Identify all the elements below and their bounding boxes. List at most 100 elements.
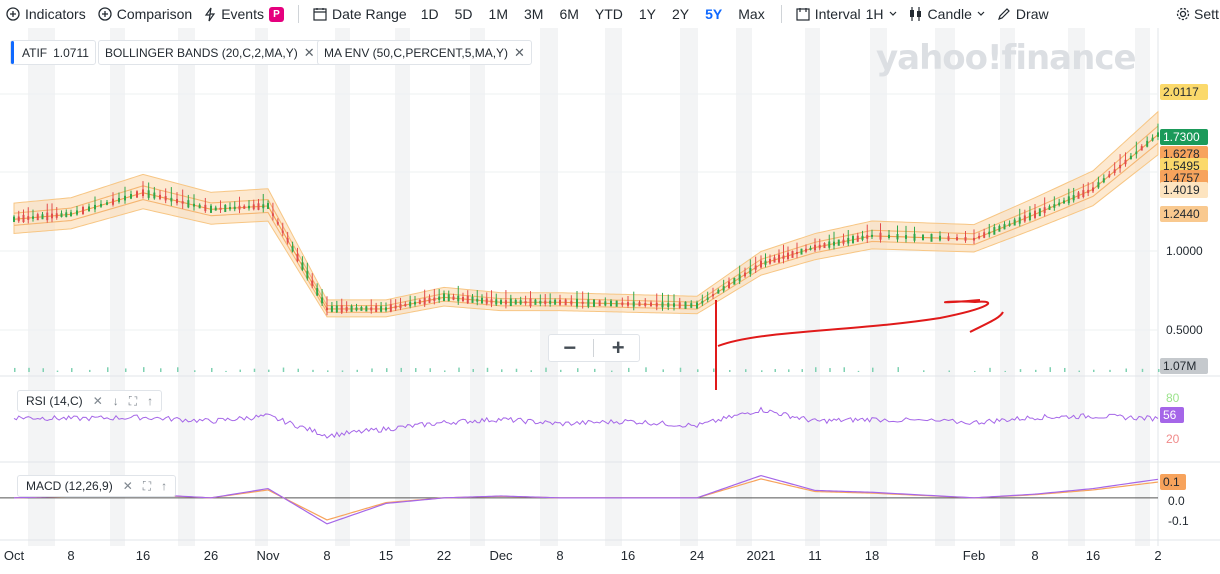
draw-label: Draw	[1015, 6, 1049, 22]
volume-bar	[143, 367, 145, 372]
zoom-in-button[interactable]: +	[611, 335, 625, 360]
candle-body	[638, 302, 641, 307]
candle-body	[433, 297, 436, 301]
volume-bar	[611, 370, 613, 372]
candle-body	[678, 302, 681, 309]
candle-body	[233, 206, 236, 210]
volume-bar	[1141, 368, 1144, 372]
candle-body	[321, 297, 324, 304]
volume-bar	[415, 368, 417, 372]
settings-label: Sett	[1194, 6, 1219, 22]
candle-body	[842, 239, 845, 244]
candle-body	[51, 213, 53, 219]
volume-bar	[297, 368, 299, 372]
indicators-button[interactable]: Indicators	[0, 0, 92, 28]
chart-type-button[interactable]: Candle	[903, 0, 991, 28]
bollinger-legend: BOLLINGER BANDS (20,C,2,MA,Y) ✕	[98, 40, 322, 65]
candle-body	[389, 304, 392, 312]
rsi-current-tag: 56	[1160, 407, 1184, 423]
volume-bar	[28, 367, 30, 372]
close-icon[interactable]: ✕	[92, 394, 103, 408]
candle-body	[65, 212, 68, 218]
interval-button[interactable]: Interval 1H	[790, 0, 903, 28]
candle-body	[55, 213, 58, 218]
candle-body	[443, 293, 445, 302]
candle-body	[913, 233, 916, 241]
candle-body	[1097, 182, 1100, 188]
volume-bar	[774, 369, 776, 372]
zoom-out-button[interactable]: −	[563, 335, 577, 360]
chart-toolbar: Indicators Comparison Events P Date Rang…	[0, 0, 1220, 28]
candle-body	[153, 192, 156, 199]
draw-button[interactable]: Draw	[991, 0, 1055, 28]
candle-body	[998, 225, 1001, 232]
remove-bollinger-icon[interactable]: ✕	[303, 44, 315, 60]
expand-icon[interactable]: ⛶	[128, 393, 138, 408]
candle-body	[360, 306, 363, 311]
candle-body	[1038, 208, 1041, 217]
volume-bar	[713, 368, 715, 372]
volume-bar	[872, 367, 874, 372]
candle-body	[301, 262, 304, 270]
x-axis-tick: 8	[1031, 548, 1039, 563]
range-ytd[interactable]: YTD	[594, 6, 623, 22]
date-range-button[interactable]: Date Range	[307, 0, 413, 28]
comparison-button[interactable]: Comparison	[92, 0, 198, 28]
range-5y[interactable]: 5Y	[705, 6, 723, 22]
price-tick-0-5: 0.5000	[1166, 323, 1203, 337]
candle-body	[1151, 137, 1154, 141]
arrow-down-icon[interactable]: ↓	[112, 394, 119, 408]
events-button[interactable]: Events P	[198, 0, 290, 28]
macd-label: MACD (12,26,9)	[26, 479, 113, 493]
calendar-icon	[313, 8, 327, 21]
candle-body	[782, 255, 785, 259]
session-shade	[1000, 28, 1015, 546]
candle-body	[27, 216, 30, 220]
session-shade	[335, 28, 350, 546]
settings-button[interactable]: Sett	[1176, 0, 1219, 28]
range-1m[interactable]: 1M	[488, 6, 508, 22]
candle-body	[1087, 189, 1090, 194]
candle-body	[187, 200, 190, 208]
candle-body	[326, 307, 328, 311]
session-shade	[870, 28, 887, 546]
volume-bar	[515, 368, 518, 372]
volume-bar	[1078, 370, 1080, 372]
volume-bar	[211, 367, 213, 372]
candle-body	[423, 297, 426, 305]
candle-body	[787, 252, 789, 259]
candle-body	[1053, 204, 1056, 208]
range-1d[interactable]: 1D	[420, 6, 439, 22]
x-axis-tick: 16	[135, 548, 151, 563]
range-5d[interactable]: 5D	[454, 6, 473, 22]
range-6m[interactable]: 6M	[559, 6, 579, 22]
candle-body	[701, 300, 704, 304]
range-3m[interactable]: 3M	[523, 6, 544, 22]
candle-body	[712, 294, 714, 297]
candle-body	[13, 216, 15, 222]
candle-body	[760, 260, 762, 268]
expand-icon[interactable]: ⛶	[142, 478, 152, 493]
candle-body	[564, 299, 567, 306]
candle-body	[17, 216, 20, 222]
range-2y[interactable]: 2Y	[672, 6, 690, 22]
range-1y[interactable]: 1Y	[638, 6, 657, 22]
candle-body	[1092, 187, 1094, 192]
candle-body	[738, 274, 741, 282]
arrow-up-icon[interactable]: ↑	[161, 479, 168, 493]
candle-body	[947, 236, 950, 241]
candle-body	[559, 299, 561, 305]
candle-body	[800, 248, 803, 255]
candle-body	[1102, 178, 1105, 183]
close-icon[interactable]: ✕	[122, 479, 133, 493]
arrow-up-icon[interactable]: ↑	[147, 394, 154, 408]
candle-body	[930, 233, 933, 242]
yahoo-finance-watermark: yahoo!finance	[876, 38, 1137, 78]
candle-body	[728, 281, 730, 289]
candle-body	[791, 250, 794, 258]
volume-bar	[628, 367, 630, 372]
remove-ma-env-icon[interactable]: ✕	[514, 44, 525, 60]
candle-body	[36, 214, 39, 221]
range-max[interactable]: Max	[738, 6, 765, 22]
